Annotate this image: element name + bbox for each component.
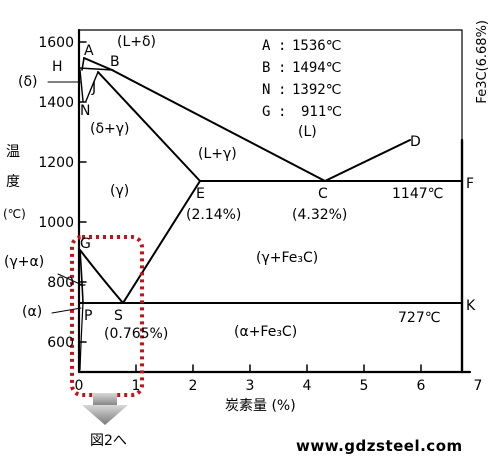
point-k-label: K	[466, 298, 476, 314]
point-labels: A H B J N E (2.14%) C (4.32%) D F 1147℃ …	[52, 43, 476, 342]
temperature-legend: A : 1536℃ B : 1494℃ N : 1392℃ G : 911℃	[262, 38, 342, 120]
y-tick-label: 1200	[38, 155, 74, 171]
legend-key-g: G	[262, 104, 270, 120]
svg-text::: :	[278, 82, 286, 98]
y-tick-label: 600	[47, 335, 74, 351]
svg-text::: :	[278, 60, 286, 76]
region-labels: (L+δ) (δ) (δ+γ) (L) (L+γ) (γ) (γ+α) (γ+F…	[4, 34, 318, 340]
point-b-label: B	[110, 54, 120, 70]
legend-value-b: 1494℃	[292, 60, 341, 76]
legend-key-b: B	[262, 60, 270, 76]
y-tick-label: 800	[47, 275, 74, 291]
region-l-gamma: (L+γ)	[198, 146, 237, 162]
point-n-label: N	[80, 103, 90, 119]
arrow-caption: 図2へ	[90, 433, 127, 449]
x-tick-label: 4	[303, 378, 312, 394]
phase-lines	[78, 57, 463, 371]
x-tick-label: 5	[360, 378, 369, 394]
point-h-label: H	[52, 59, 63, 75]
point-f-temp: 1147℃	[392, 186, 443, 202]
point-c-value: (4.32%)	[292, 207, 347, 223]
highlight-box	[70, 235, 144, 397]
region-gamma-alpha: (γ+α)	[4, 254, 44, 270]
y-tick-label: 1600	[38, 35, 74, 51]
x-axis-label: 炭素量 (%)	[225, 398, 296, 414]
fe3c-vertical-label: Fe3C(6.68%)	[475, 20, 490, 104]
x-tick-label: 2	[189, 378, 198, 394]
point-e-label: E	[196, 186, 205, 202]
y-tick-labels: 1600 1400 1200 1000 800 600	[38, 35, 74, 351]
y-tick-label: 1400	[38, 95, 74, 111]
legend-key-n: N	[262, 82, 270, 98]
svg-text::: :	[278, 38, 286, 54]
point-c-label: C	[318, 186, 328, 202]
region-gamma-fe3c: (γ+Fe₃C)	[256, 250, 318, 266]
region-alpha-fe3c: (α+Fe₃C)	[234, 324, 297, 340]
x-tick-label: 1	[132, 378, 141, 394]
watermark-text: www.gdzsteel.com	[296, 437, 463, 455]
region-delta-gamma: (δ+γ)	[90, 121, 130, 137]
pointer-lines	[47, 81, 83, 314]
point-s-value: (0.765%)	[104, 326, 168, 342]
point-a-label: A	[84, 43, 94, 59]
down-arrow-icon	[82, 393, 128, 425]
y-axis-label-char-1: 温	[6, 144, 20, 160]
y-axis-label-char-2: 度	[6, 174, 20, 190]
point-f-label: F	[466, 176, 474, 192]
x-tick-labels: 0 1 2 3 4 5 6 7	[75, 378, 483, 394]
point-j-label: J	[91, 80, 96, 96]
legend-value-g: 911℃	[301, 104, 342, 120]
point-e-value: (2.14%)	[186, 207, 241, 223]
point-d-label: D	[410, 134, 421, 150]
region-l-delta: (L+δ)	[117, 34, 156, 50]
x-tick-label: 0	[75, 378, 84, 394]
x-ticks	[135, 364, 422, 373]
region-alpha: (α)	[22, 304, 42, 320]
region-delta: (δ)	[18, 74, 38, 90]
point-k-temp: 727℃	[398, 310, 440, 326]
region-l: (L)	[298, 124, 317, 140]
legend-value-n: 1392℃	[292, 82, 341, 98]
y-axis-label-char-3: (℃)	[3, 207, 26, 221]
legend-value-a: 1536℃	[292, 38, 341, 54]
y-ticks	[78, 41, 87, 343]
legend-key-a: A	[262, 38, 271, 54]
y-tick-label: 1000	[38, 215, 74, 231]
point-g-label: G	[80, 236, 91, 252]
point-p-label: P	[84, 308, 92, 324]
x-tick-label: 3	[246, 378, 255, 394]
svg-text::: :	[278, 104, 286, 120]
region-gamma: (γ)	[110, 183, 129, 199]
point-s-label: S	[114, 308, 123, 324]
x-tick-label: 6	[417, 378, 426, 394]
x-tick-label: 7	[474, 378, 483, 394]
